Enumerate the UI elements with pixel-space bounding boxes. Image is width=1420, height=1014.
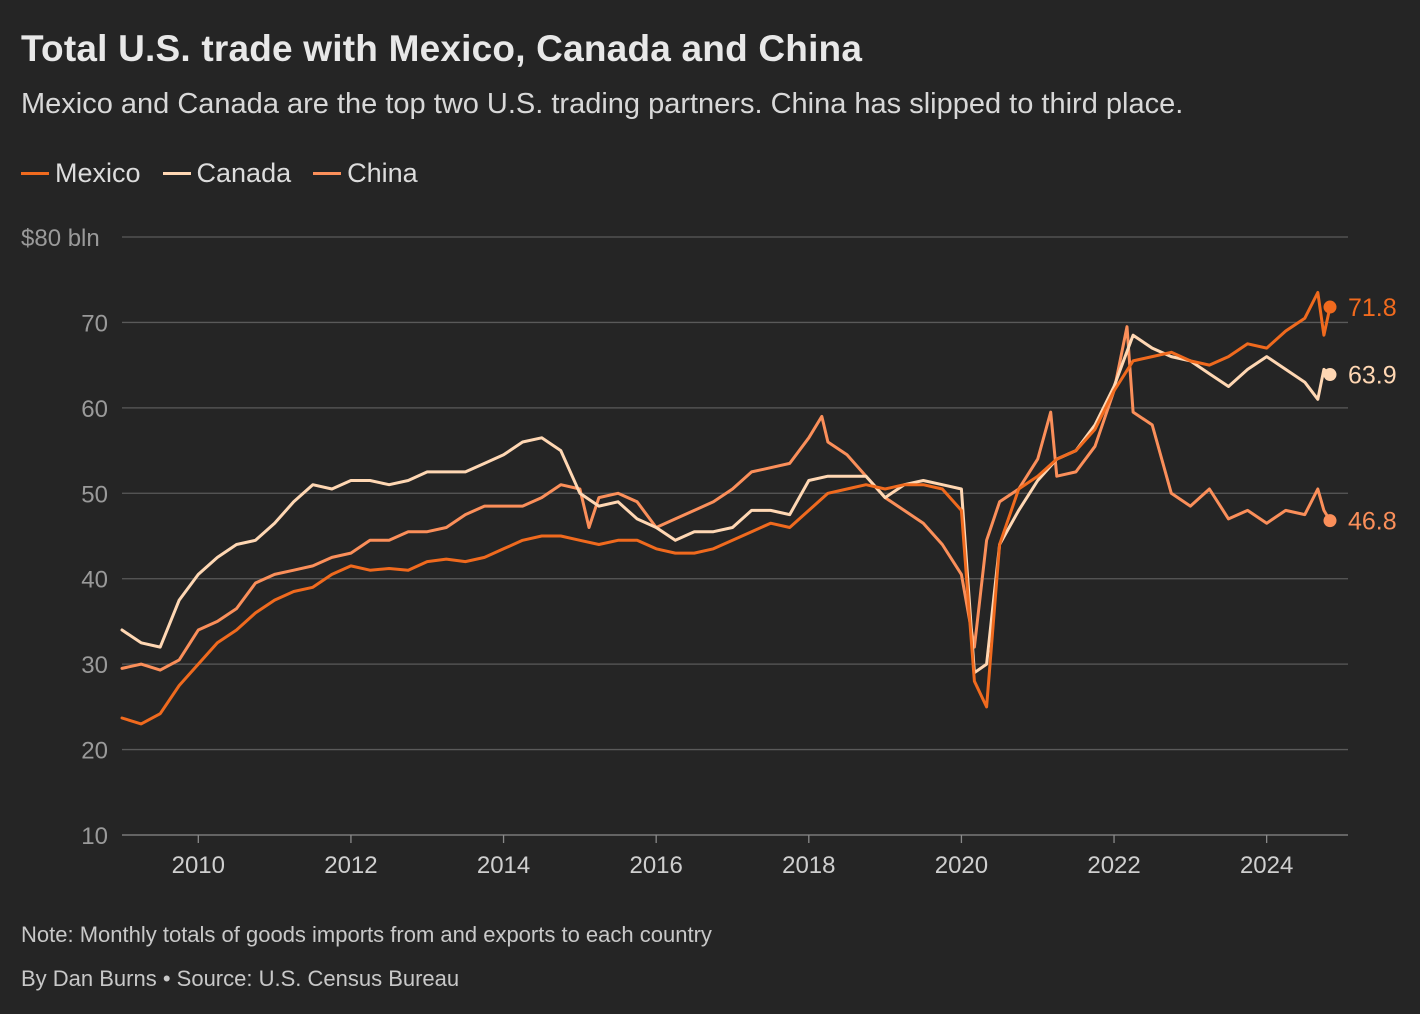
end-label-canada: 63.9 — [1348, 362, 1397, 390]
series-line-china — [120, 325, 1332, 672]
legend-label-mexico: Mexico — [55, 158, 141, 188]
y-tick-label: 10 — [81, 823, 108, 850]
y-tick-label: 40 — [81, 567, 108, 594]
end-point-china — [1323, 514, 1337, 528]
y-tick-label: $80 bln — [21, 225, 100, 252]
y-tick-label: 50 — [81, 481, 108, 508]
chart-note: Note: Monthly totals of goods imports fr… — [21, 922, 712, 947]
end-label-china: 46.8 — [1348, 508, 1397, 536]
x-tick-label: 2022 — [1087, 852, 1140, 879]
legend-item-canada: Canada — [162, 158, 292, 189]
legend-item-mexico: Mexico — [21, 158, 141, 189]
legend-swatch-china — [313, 172, 342, 175]
x-tick-label: 2014 — [477, 852, 530, 879]
x-tick-label: 2020 — [935, 852, 988, 879]
y-tick-label: 70 — [81, 310, 108, 337]
legend-swatch-mexico — [21, 172, 49, 175]
end-point-mexico — [1323, 300, 1337, 314]
end-point-canada — [1323, 368, 1337, 382]
legend-item-china: China — [313, 158, 418, 189]
y-tick-label: 20 — [81, 738, 108, 765]
series-line-mexico — [120, 291, 1332, 726]
chart-source: By Dan Burns • Source: U.S. Census Burea… — [21, 966, 460, 991]
legend-label-canada: Canada — [196, 158, 292, 188]
legend: Mexico Canada China — [21, 158, 418, 189]
y-tick-label: 60 — [81, 396, 108, 423]
legend-label-china: China — [347, 158, 418, 188]
legend-swatch-canada — [162, 172, 191, 175]
chart-subtitle: Mexico and Canada are the top two U.S. t… — [21, 88, 1184, 120]
x-tick-label: 2012 — [324, 852, 377, 879]
end-label-mexico: 71.8 — [1348, 294, 1397, 322]
series-line-canada — [120, 333, 1332, 675]
y-tick-label: 30 — [81, 652, 108, 679]
x-tick-label: 2010 — [172, 852, 225, 879]
x-tick-label: 2016 — [629, 852, 682, 879]
x-tick-label: 2018 — [782, 852, 835, 879]
chart-title: Total U.S. trade with Mexico, Canada and… — [21, 28, 863, 69]
x-tick-label: 2024 — [1240, 852, 1293, 879]
